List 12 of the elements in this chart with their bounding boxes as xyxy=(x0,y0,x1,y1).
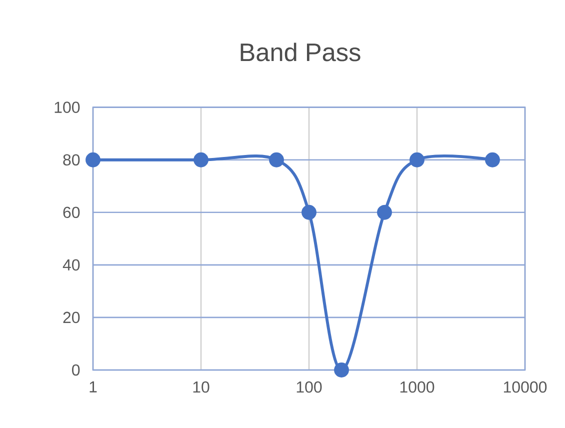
y-tick-label: 100 xyxy=(54,102,80,113)
x-tick-label: 10000 xyxy=(504,381,547,393)
x-tick-label: 1 xyxy=(90,381,97,392)
x-tick-label: 100 xyxy=(296,381,322,393)
x-tick-label: 1000 xyxy=(400,381,434,393)
chart-title: Band Pass xyxy=(240,42,360,62)
y-tick-label: 80 xyxy=(63,154,80,166)
y-tick-label: 60 xyxy=(63,206,80,218)
y-tick-label: 20 xyxy=(63,312,80,324)
y-tick-label: 0 xyxy=(72,364,80,376)
y-tick-label: 40 xyxy=(62,259,80,271)
x-tick-label: 10 xyxy=(193,381,210,393)
